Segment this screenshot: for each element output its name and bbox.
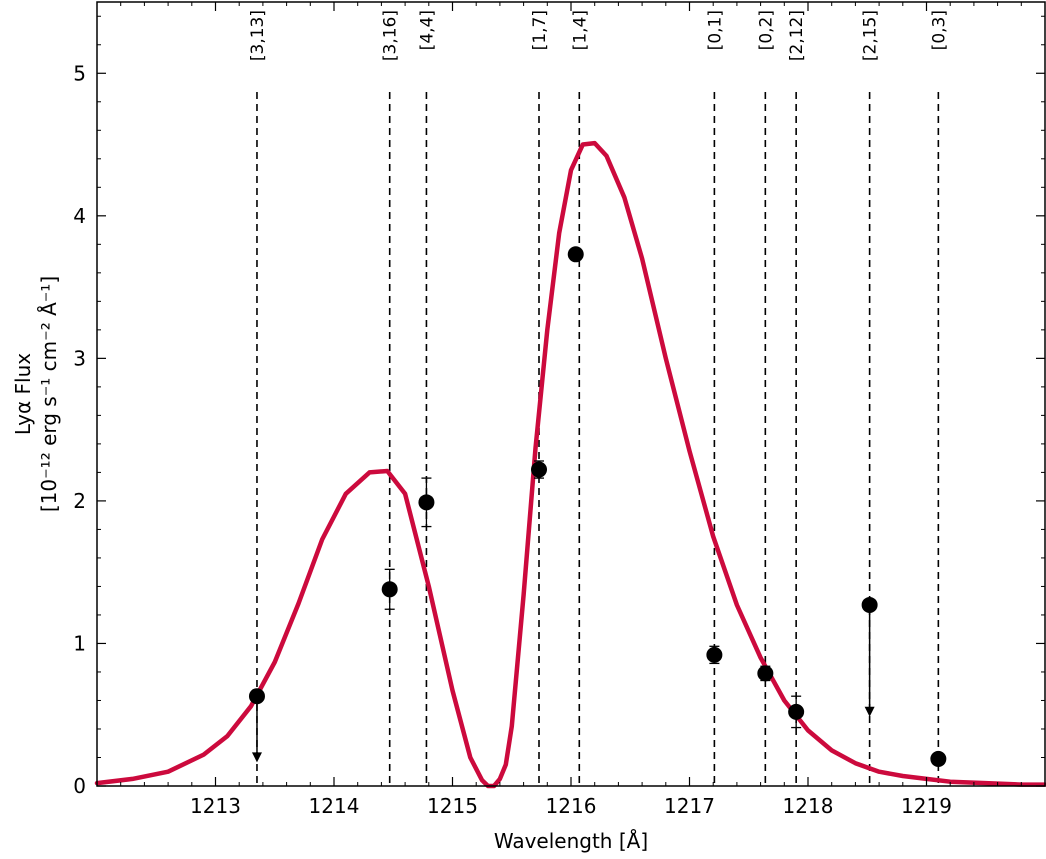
y-tick-label: 0: [73, 774, 86, 798]
data-point: [418, 494, 435, 511]
line-marker-label: [3,16]: [381, 10, 401, 61]
upper-limit-arrowhead: [864, 706, 875, 717]
y-axis-title-line2: [10⁻¹² erg s⁻¹ cm⁻² Å⁻¹]: [37, 276, 61, 512]
data-points: [248, 246, 947, 767]
x-tick-label: 1214: [309, 794, 360, 818]
model-curve-layer: [94, 140, 1046, 789]
x-axis-title: Wavelength [Å]: [494, 829, 648, 853]
line-marker-label: [0,3]: [929, 10, 949, 50]
x-tick-label: 1219: [901, 794, 952, 818]
model-curve: [94, 140, 1046, 789]
y-tick-label: 1: [73, 631, 86, 655]
data-point: [706, 646, 723, 663]
data-point: [861, 596, 878, 613]
data-point: [567, 246, 584, 263]
line-marker-label: [4,4]: [417, 10, 437, 50]
y-tick-label: 2: [73, 489, 86, 513]
x-tick-label: 1213: [190, 794, 241, 818]
axes: [96, 1, 1046, 787]
data-point: [531, 461, 548, 478]
x-tick-label: 1216: [546, 794, 597, 818]
line-marker-label: [0,1]: [705, 10, 725, 50]
x-tick-label: 1215: [427, 794, 478, 818]
data-point: [248, 688, 265, 705]
y-tick-label: 5: [73, 61, 86, 85]
x-tick-label: 1218: [783, 794, 834, 818]
data-point: [381, 581, 398, 598]
line-markers: [3,13] [3,16] [4,4] [1,7] [1,4] [0,1] [0,2] [2,…: [248, 10, 949, 786]
data-point: [788, 703, 805, 720]
line-marker-label: [3,13]: [248, 10, 268, 61]
x-tick-label: 1217: [664, 794, 715, 818]
line-marker-label: [1,7]: [530, 10, 550, 50]
y-tick-label: 3: [73, 346, 86, 370]
line-marker-label: [2,12]: [787, 10, 807, 61]
y-tick-label: 4: [73, 204, 86, 228]
data-point: [930, 750, 947, 767]
upper-limit-arrowhead: [251, 752, 262, 763]
line-marker-label: [2,15]: [861, 10, 881, 61]
line-marker-label: [0,2]: [756, 10, 776, 50]
plot-frame: [96, 1, 1046, 787]
line-marker-label: [1,4]: [570, 10, 590, 50]
axis-ticks: 1213 1214 1215 1216 1217 1218 1219 0 1 2 3 4 5: [73, 2, 1045, 818]
y-axis-title-line1: Lyα Flux: [11, 353, 35, 435]
data-point: [757, 665, 774, 682]
